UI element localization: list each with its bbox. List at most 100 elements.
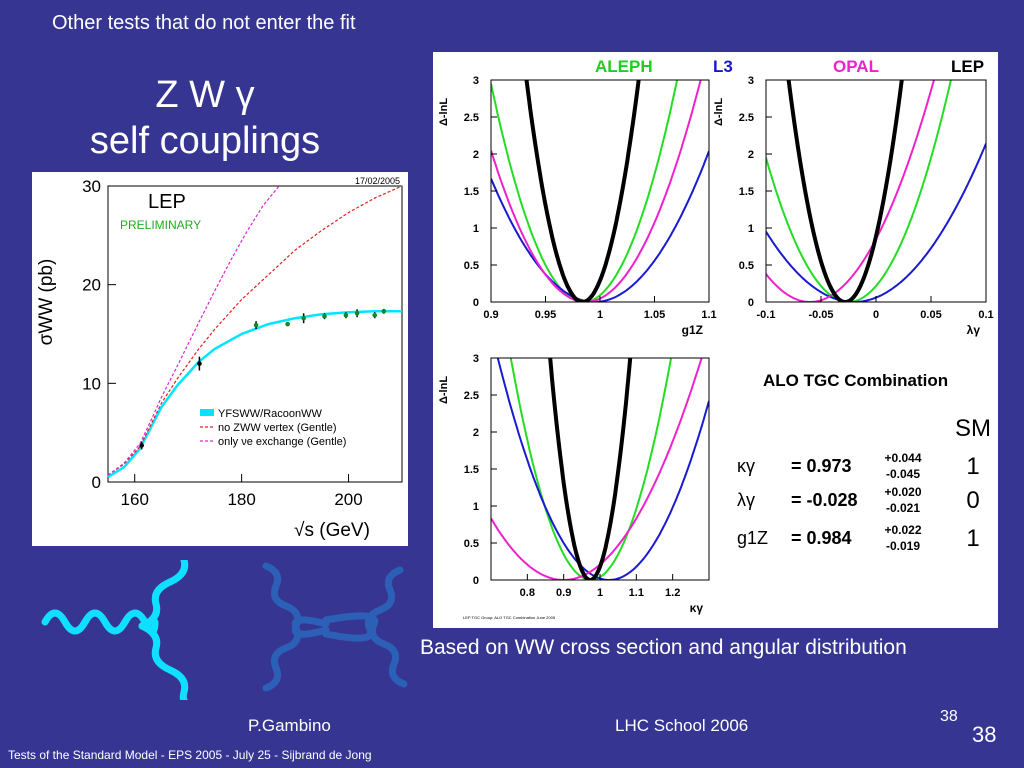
likelihood-curve-lep (524, 80, 641, 302)
x-tick-label: 1 (597, 587, 603, 599)
x-tick-label: 1.05 (644, 309, 665, 321)
x-tick-label: -0.1 (757, 309, 776, 321)
param-value: = 0.984 (791, 528, 852, 548)
x-tick-label: 0.8 (520, 587, 535, 599)
tgc-footnote: LEP TGC Group: ALO TGC Combination June … (463, 615, 556, 620)
x-axis-label: g1Z (682, 323, 703, 337)
legend-entry: only νe exchange (Gentle) (218, 436, 346, 448)
likelihood-curve-lep (786, 80, 904, 302)
data-point (343, 312, 349, 318)
likelihood-curve-l3 (766, 143, 986, 302)
chart-date: 17/02/2005 (355, 176, 400, 186)
result-row: λγ = -0.028 +0.020 -0.021 0 (737, 485, 980, 515)
page-number-small: 38 (940, 708, 958, 725)
legend-entry: YFSWW/RacoonWW (218, 408, 323, 420)
data-point (322, 313, 327, 319)
plot-frame (107, 185, 403, 483)
x-axis-label: κγ (690, 601, 704, 615)
y-tick-label: 1 (473, 501, 479, 513)
title-line-1: Z W γ (155, 74, 255, 116)
results-heading: ALO TGC Combination (763, 371, 948, 390)
title-line-2: self couplings (89, 120, 321, 162)
likelihood-curve-aleph (766, 80, 952, 302)
header-label: OPAL (833, 57, 879, 76)
data-point (253, 322, 259, 328)
y-tick-label: 0 (473, 297, 479, 309)
ww-cross-section-chart: 17/02/2005 160 180 200 0 10 20 30 LEP PRELIMIN… (32, 172, 408, 546)
param-value: = 0.973 (791, 456, 852, 476)
series-line-3 (107, 185, 280, 476)
param-error-minus: -0.045 (886, 467, 920, 481)
param-error-plus: +0.022 (884, 523, 921, 537)
param-symbol: g1Z (737, 528, 768, 548)
footer-author: P.Gambino (248, 716, 331, 735)
y-tick-label: 1.5 (464, 464, 479, 476)
y-tick-label: 2 (473, 427, 479, 439)
likelihood-panel-lambda: 0 0.5 1 1.5 2 2.5 3 -0.1 -0.05 0 0.05 0.1 Δ-lnL λγ (713, 75, 994, 337)
panel-frame (765, 79, 987, 303)
data-point (381, 309, 387, 314)
x-tick-label: 0.1 (978, 309, 993, 321)
param-error-plus: +0.044 (884, 451, 921, 465)
data-point (301, 315, 306, 321)
likelihood-panel-kappa: 0 0.5 1 1.5 2 2.5 3 0.8 0.9 1 1.1 1.2 Δ-lnL κγ (438, 353, 710, 615)
data-point (354, 310, 360, 316)
zw-vertex-diagram (41, 560, 189, 700)
quartic-vertex-diagram (262, 562, 408, 692)
data-point (285, 321, 290, 327)
chart-subtitle: PRELIMINARY (120, 218, 201, 232)
y-tick-label: 2 (473, 149, 479, 161)
param-error-plus: +0.020 (884, 485, 921, 499)
x-tick-label: 200 (334, 490, 362, 509)
chart-title: LEP (148, 191, 186, 213)
x-tick-label: 1 (597, 309, 603, 321)
likelihood-curve-lep (548, 358, 633, 580)
y-tick-label: 1.5 (739, 186, 754, 198)
x-tick-label: 1.2 (665, 587, 680, 599)
footer-event: LHC School 2006 (615, 716, 749, 735)
param-error-minus: -0.021 (886, 501, 920, 515)
caption: Based on WW cross section and angular di… (420, 636, 907, 659)
y-tick-label: 0 (473, 575, 479, 587)
y-axis-label: Δ-lnL (438, 98, 450, 126)
panel-frame (490, 357, 710, 581)
likelihood-panel-g1z: 0 0.5 1 1.5 2 2.5 3 0.9 0.95 1 1.05 1.1 Δ-lnL g1Z (438, 75, 717, 337)
series-line-2 (107, 185, 403, 476)
y-tick-label: 3 (748, 75, 754, 87)
boson-line-horizontal (41, 609, 159, 635)
param-error-minus: -0.019 (886, 539, 920, 553)
sm-value: 0 (966, 487, 979, 514)
ww-chart-svg: 17/02/2005 160 180 200 0 10 20 30 LEP PRELIMIN… (36, 176, 403, 541)
x-tick-label: 0.9 (556, 587, 571, 599)
feynman-diagrams (41, 560, 408, 700)
y-axis-label: σWW (pb) (36, 259, 57, 346)
header-label: L3 (713, 57, 733, 76)
y-tick-label: 2 (748, 149, 754, 161)
y-tick-label: 1 (473, 223, 479, 235)
y-tick-label: 2.5 (464, 390, 479, 402)
result-row: g1Z = 0.984 +0.022 -0.019 1 (737, 523, 980, 553)
y-tick-label: 0.5 (739, 260, 754, 272)
x-tick-label: 1.1 (629, 587, 644, 599)
sm-value: 1 (966, 525, 979, 552)
header-label: ALEPH (595, 57, 653, 76)
likelihood-curve-aleph (491, 80, 679, 302)
sm-value: 1 (966, 453, 979, 480)
x-tick-label: 0.95 (535, 309, 556, 321)
sm-heading: SM (955, 415, 991, 442)
y-tick-label: 2.5 (739, 112, 754, 124)
boson-line-lower (138, 622, 189, 700)
legend-swatch (200, 409, 214, 416)
data-point (197, 361, 202, 366)
param-value: = -0.028 (791, 490, 858, 510)
x-tick-label: 160 (121, 490, 149, 509)
y-tick-label: 3 (473, 353, 479, 365)
likelihood-curve-opal (491, 358, 703, 580)
data-point (372, 312, 378, 318)
likelihood-curve-opal (491, 80, 702, 302)
boson-line-upper (138, 560, 189, 630)
tgc-chart-svg: ALEPH L3 OPAL LEP 0 0.5 1 1.5 2 2.5 3 0.9 0.95 1 1.05… (438, 57, 994, 620)
result-row: κγ = 0.973 +0.044 -0.045 1 (737, 451, 980, 481)
y-tick-label: 0.5 (464, 260, 479, 272)
x-tick-label: 180 (227, 490, 255, 509)
